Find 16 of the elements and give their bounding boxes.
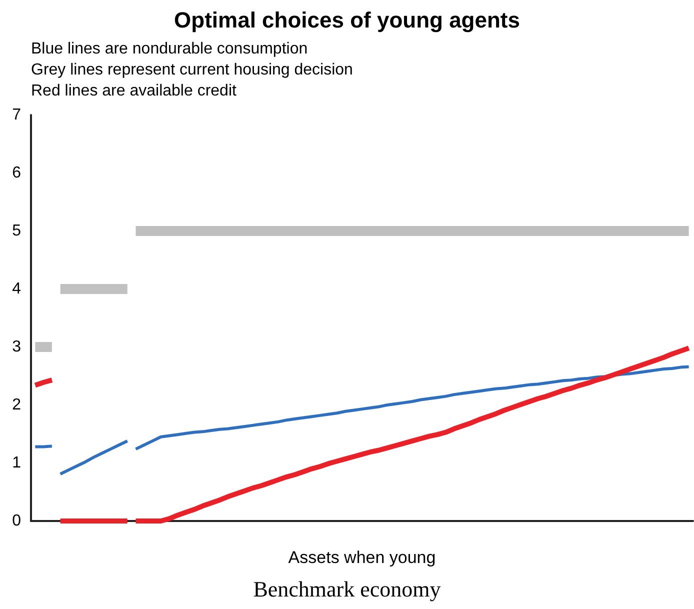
chart-title: Optimal choices of young agents: [174, 8, 520, 32]
line-series: [58, 439, 129, 476]
line-series: [134, 365, 690, 451]
y-tick-label: 0: [12, 512, 22, 530]
y-tick-label: 7: [12, 106, 22, 124]
text: Grey lines represent current housing decision: [31, 62, 353, 78]
y-tick-label: 1: [12, 454, 22, 472]
y-tick-label: 5: [12, 222, 22, 240]
y-tick-label: 6: [12, 164, 22, 182]
text: Red lines are available credit: [31, 82, 237, 100]
y-tick-label: 3: [12, 338, 22, 356]
text: Blue lines are nondurable consumption: [31, 40, 308, 58]
x-axis-title: Assets when young: [288, 548, 436, 567]
text: Benchmark economy: [253, 576, 441, 602]
y-tick-label: 4: [12, 280, 22, 298]
y-tick-label: 2: [12, 396, 22, 414]
